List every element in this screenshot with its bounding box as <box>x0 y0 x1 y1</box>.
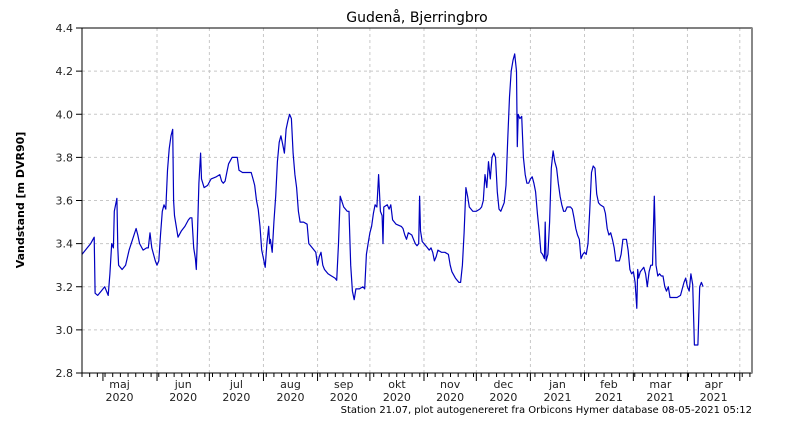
plot-frame <box>81 27 753 374</box>
x-month-label: jul <box>229 378 243 391</box>
x-month-label: dec <box>493 378 513 391</box>
y-tick-label: 4.4 <box>56 22 74 35</box>
y-tick-label: 2.8 <box>56 367 74 380</box>
y-axis-label: Vandstand [m DVR90] <box>14 132 27 269</box>
x-month-label: feb <box>600 378 618 391</box>
x-month-label: maj <box>109 378 130 391</box>
y-tick-label: 3.0 <box>56 324 74 337</box>
x-year-label: 2020 <box>436 391 464 404</box>
y-tick-label: 3.4 <box>56 238 74 251</box>
x-year-label: 2020 <box>169 391 197 404</box>
x-year-label: 2021 <box>595 391 623 404</box>
x-year-label: 2020 <box>383 391 411 404</box>
x-year-label: 2020 <box>489 391 517 404</box>
x-month-label: sep <box>334 378 353 391</box>
y-tick-label: 4.0 <box>56 108 74 121</box>
x-year-label: 2020 <box>106 391 134 404</box>
y-tick-label: 4.2 <box>56 65 74 78</box>
y-tick-label: 3.2 <box>56 281 74 294</box>
water-level-series <box>81 53 704 346</box>
x-year-label: 2021 <box>543 391 571 404</box>
x-year-label: 2021 <box>646 391 674 404</box>
footnote: Station 21.07, plot autogenereret fra Or… <box>341 405 752 416</box>
x-month-label: mar <box>649 378 671 391</box>
x-year-label: 2020 <box>277 391 305 404</box>
x-month-label: nov <box>440 378 461 391</box>
x-year-label: 2020 <box>330 391 358 404</box>
x-axis: maj2020jun2020jul2020aug2020sep2020okt20… <box>81 373 751 404</box>
x-month-label: apr <box>704 378 723 391</box>
grid-lines <box>82 28 752 373</box>
x-year-label: 2021 <box>700 391 728 404</box>
x-month-label: aug <box>280 378 301 391</box>
chart-title: Gudenå, Bjerringbro <box>346 9 488 26</box>
y-tick-label: 3.6 <box>56 195 74 208</box>
y-axis: 2.8 3.0 3.2 3.4 3.6 3.8 4.0 4.2 4.4 <box>56 22 82 380</box>
x-month-label: jun <box>174 378 192 391</box>
x-month-label: okt <box>388 378 406 391</box>
x-year-label: 2020 <box>222 391 250 404</box>
y-tick-label: 3.8 <box>56 151 74 164</box>
x-month-label: jan <box>548 378 566 391</box>
